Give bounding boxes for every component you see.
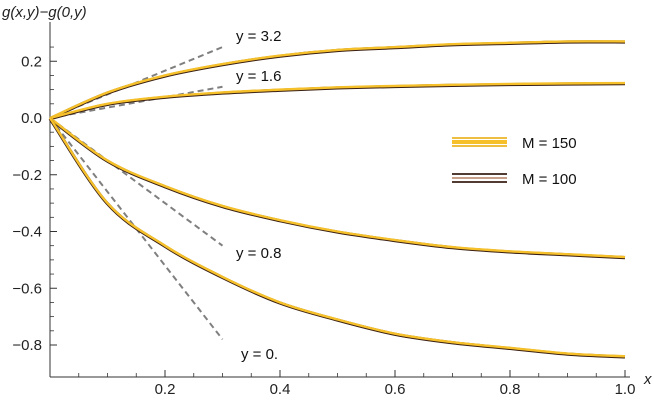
- curve-label: y = 0.8: [236, 245, 281, 262]
- curve-m100: [48, 117, 626, 359]
- x-tick-label: 0.2: [155, 381, 176, 398]
- curves: [48, 40, 626, 359]
- y-tick-label: 0.2: [21, 53, 42, 70]
- y-tick-label: −0.4: [12, 224, 42, 241]
- y-tick-label: −0.2: [12, 167, 42, 184]
- curve-m100: [49, 82, 626, 121]
- curve-label: y = 3.2: [236, 28, 281, 45]
- curve-m150: [49, 117, 626, 358]
- legend-label: M = 100: [522, 171, 577, 188]
- y-tick-label: −0.8: [12, 337, 42, 354]
- curve-annotations: y = 3.2 y = 1.6 y = 0.8 y = 0.: [236, 28, 281, 363]
- curve-label: y = 0.: [241, 346, 278, 363]
- curve-label: y = 1.6: [236, 68, 281, 85]
- x-tick-label: 0.8: [500, 381, 521, 398]
- tangent-lines: [49, 46, 224, 340]
- legend-label: M = 150: [522, 135, 577, 152]
- y-tick-label: −0.6: [12, 280, 42, 297]
- curve-m150: [49, 40, 626, 120]
- curve-m150: [49, 81, 626, 120]
- x-axis-label: x: [643, 371, 652, 388]
- curve-m100: [49, 40, 626, 121]
- x-tick-label: 1.0: [615, 381, 636, 398]
- y-axis-label: g(x,y)−g(0,y): [2, 4, 87, 21]
- legend: M = 150 M = 100: [452, 135, 577, 188]
- x-tick-label: 0.6: [385, 381, 406, 398]
- axes: 0.2 0.0 −0.2 −0.4 −0.6 −0.8 0.2 0.4 0.6 0.8 1.0 g(x…: [2, 4, 652, 398]
- x-tick-label: 0.4: [270, 381, 291, 398]
- y-tick-label: 0.0: [21, 110, 42, 127]
- curve-m150: [49, 117, 626, 259]
